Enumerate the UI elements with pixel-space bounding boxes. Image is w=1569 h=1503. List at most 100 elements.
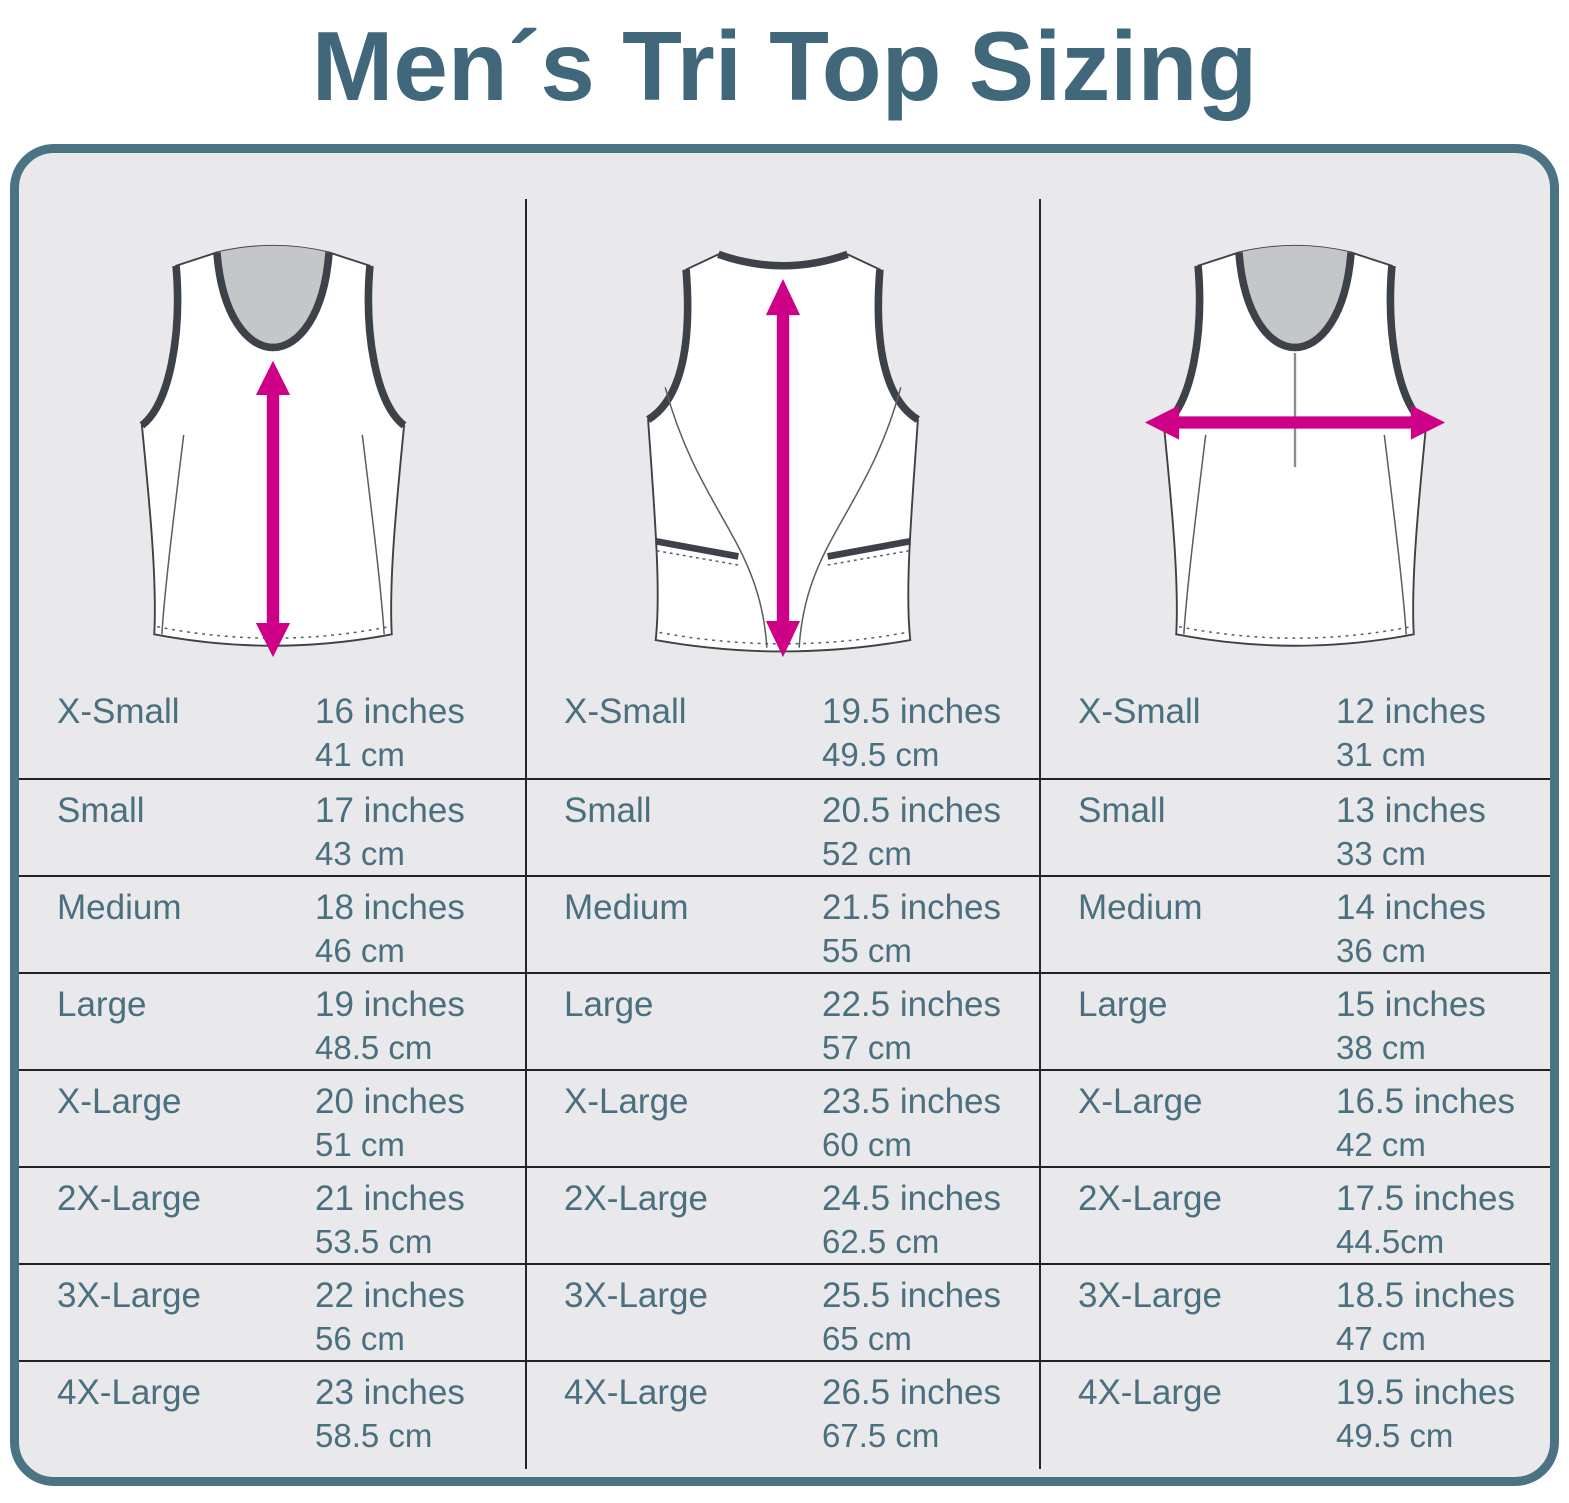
- table-row: Large 22.5 inches 57 cm: [526, 972, 1040, 1069]
- table-row: X-Large 20 inches 51 cm: [19, 1069, 526, 1166]
- size-label: Small: [564, 791, 652, 830]
- pocket-opening-right: [827, 537, 911, 560]
- cm-value: 62.5 cm: [822, 1223, 940, 1260]
- cm-value: 53.5 cm: [315, 1223, 433, 1260]
- table-row: X-Large 16.5 inches 42 cm: [1040, 1069, 1550, 1166]
- seam-left: [664, 387, 768, 648]
- inches-value: 23 inches: [315, 1373, 465, 1412]
- chest-width-illustration: [1040, 153, 1550, 681]
- armhole-trim-left: [645, 269, 692, 423]
- inches-value: 20 inches: [315, 1082, 465, 1121]
- inches-value: 12 inches: [1336, 692, 1486, 731]
- inches-value: 21 inches: [315, 1179, 465, 1218]
- inches-value: 19.5 inches: [1336, 1373, 1516, 1412]
- cm-value: 44.5cm: [1336, 1223, 1445, 1260]
- cm-value: 41 cm: [315, 736, 405, 773]
- size-label: X-Small: [564, 692, 687, 731]
- size-label: Medium: [1078, 888, 1203, 927]
- seam-left: [160, 434, 184, 635]
- inches-value: 25.5 inches: [822, 1276, 1002, 1315]
- size-label: 2X-Large: [57, 1179, 201, 1218]
- inches-value: 22 inches: [315, 1276, 465, 1315]
- size-label: 3X-Large: [57, 1276, 201, 1315]
- size-label: Medium: [57, 888, 182, 927]
- table-row: X-Small 12 inches 31 cm: [1040, 681, 1550, 778]
- size-label: 4X-Large: [564, 1373, 708, 1412]
- chest-width-arrow-icon: [1144, 405, 1446, 440]
- table-row: 3X-Large 22 inches 56 cm: [19, 1263, 526, 1360]
- table-row: 2X-Large 21 inches 53.5 cm: [19, 1166, 526, 1263]
- size-label: Large: [1078, 985, 1168, 1024]
- size-label: Medium: [564, 888, 689, 927]
- inches-value: 18 inches: [315, 888, 465, 927]
- cm-value: 49.5 cm: [822, 736, 940, 773]
- cm-value: 46 cm: [315, 932, 405, 969]
- chest-width-table: X-Small 12 inches 31 cm Small 13 inches 33…: [1040, 681, 1550, 1457]
- tri-top-front-diagram: [138, 244, 407, 658]
- cm-value: 31 cm: [1336, 736, 1426, 773]
- armhole-trim-right: [364, 265, 407, 429]
- cm-value: 52 cm: [822, 835, 912, 872]
- inches-value: 21.5 inches: [822, 888, 1002, 927]
- table-row: Small 13 inches 33 cm: [1040, 778, 1550, 875]
- inches-value: 20.5 inches: [822, 791, 1002, 830]
- inches-value: 14 inches: [1336, 888, 1486, 927]
- back-length-table: X-Small 19.5 inches 49.5 cm Small 20.5 in…: [526, 681, 1040, 1457]
- column-divider: [525, 199, 527, 1469]
- table-row: Medium 21.5 inches 55 cm: [526, 875, 1040, 972]
- armhole-trim-right: [874, 269, 921, 423]
- cm-value: 55 cm: [822, 932, 912, 969]
- table-row: 4X-Large 23 inches 58.5 cm: [19, 1360, 526, 1457]
- size-label: 4X-Large: [1078, 1373, 1222, 1412]
- size-label: Large: [564, 985, 654, 1024]
- sizing-columns: X-Small 16 inches 41 cm Small 17 inches 43…: [19, 153, 1550, 1477]
- size-label: Large: [57, 985, 147, 1024]
- size-label: 3X-Large: [564, 1276, 708, 1315]
- cm-value: 57 cm: [822, 1029, 912, 1066]
- neck-trim: [1235, 252, 1355, 352]
- seam-right: [361, 434, 385, 635]
- inches-value: 17 inches: [315, 791, 465, 830]
- cm-value: 47 cm: [1336, 1320, 1426, 1357]
- page-title: Men´s Tri Top Sizing: [311, 11, 1258, 121]
- cm-value: 60 cm: [822, 1126, 912, 1163]
- cm-value: 51 cm: [315, 1126, 405, 1163]
- cm-value: 56 cm: [315, 1320, 405, 1357]
- inches-value: 13 inches: [1336, 791, 1486, 830]
- table-row: 3X-Large 25.5 inches 65 cm: [526, 1263, 1040, 1360]
- table-row: Large 19 inches 48.5 cm: [19, 972, 526, 1069]
- inches-value: 18.5 inches: [1336, 1276, 1516, 1315]
- column-front-length: X-Small 16 inches 41 cm Small 17 inches 43…: [19, 153, 526, 1477]
- hem-stitch: [1178, 626, 1412, 639]
- column-chest-width: X-Small 12 inches 31 cm Small 13 inches 33…: [1040, 153, 1550, 1477]
- cm-value: 38 cm: [1336, 1029, 1426, 1066]
- size-label: X-Small: [57, 692, 180, 731]
- table-row: X-Small 16 inches 41 cm: [19, 681, 526, 778]
- sizing-panel: X-Small 16 inches 41 cm Small 17 inches 43…: [10, 144, 1559, 1486]
- inches-value: 24.5 inches: [822, 1179, 1002, 1218]
- front-length-table: X-Small 16 inches 41 cm Small 17 inches 43…: [19, 681, 526, 1457]
- inches-value: 15 inches: [1336, 985, 1486, 1024]
- table-row: 2X-Large 17.5 inches 44.5cm: [1040, 1166, 1550, 1263]
- column-divider: [1039, 199, 1041, 1469]
- neck-opening: [216, 245, 329, 348]
- size-label: X-Large: [57, 1082, 182, 1121]
- cm-value: 67.5 cm: [822, 1417, 940, 1454]
- front-length-arrow-icon: [255, 360, 290, 658]
- column-back-length: X-Small 19.5 inches 49.5 cm Small 20.5 in…: [526, 153, 1040, 1477]
- tri-top-back-diagram: [645, 250, 921, 658]
- tri-top-front-zip-diagram: [1144, 244, 1446, 647]
- size-label: 2X-Large: [1078, 1179, 1222, 1218]
- size-label: 4X-Large: [57, 1373, 201, 1412]
- table-row: Small 20.5 inches 52 cm: [526, 778, 1040, 875]
- size-label: Small: [1078, 791, 1166, 830]
- cm-value: 36 cm: [1336, 932, 1426, 969]
- pocket-stitch-right: [827, 550, 910, 566]
- seam-left: [1183, 434, 1207, 635]
- neck-trim: [212, 252, 333, 352]
- cm-value: 65 cm: [822, 1320, 912, 1357]
- cm-value: 48.5 cm: [315, 1029, 433, 1066]
- table-row: X-Large 23.5 inches 60 cm: [526, 1069, 1040, 1166]
- front-length-illustration: [19, 153, 526, 681]
- table-row: X-Small 19.5 inches 49.5 cm: [526, 681, 1040, 778]
